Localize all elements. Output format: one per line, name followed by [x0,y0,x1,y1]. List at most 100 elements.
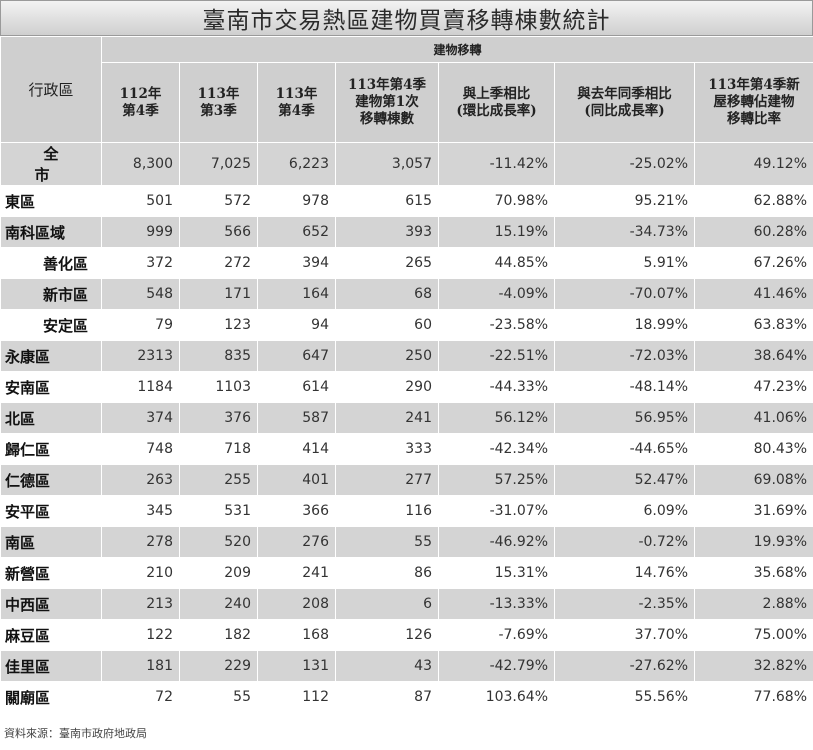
value-cell: -7.69% [438,619,555,651]
column-header: 113年 第3季 [179,62,258,143]
transfer-stats-table: 行政區 建物移轉 112年 第4季 113年 第3季 113年 第4季 113年… [0,36,813,713]
value-cell: -42.34% [438,433,555,465]
table-row: 新營區 210 209 241 86 15.31% 14.76% 35.68% [0,557,813,589]
table-title: 臺南市交易熱區建物買賣移轉棟數統計 [0,0,813,36]
value-cell: 531 [179,495,258,527]
district-name-cell: 麻豆區 [0,619,102,651]
table-row: 北區 374 376 587 241 56.12% 56.95% 41.06% [0,402,813,434]
value-cell: 401 [257,464,336,496]
value-cell: -13.33% [438,588,555,620]
table-row: 安南區 1184 1103 614 290 -44.33% -48.14% 47.23% [0,371,813,403]
value-cell: 2.88% [693,588,813,620]
value-cell: 835 [179,340,258,372]
value-cell: 265 [335,247,439,279]
value-cell: 278 [101,526,180,558]
value-cell: 250 [335,340,439,372]
table-body: 全 市 8,300 7,025 6,223 3,057 -11.42% -25.02% 49.… [0,142,813,713]
value-cell: 77.68% [693,681,813,713]
value-cell: 8,300 [101,142,180,186]
value-cell: -44.33% [438,371,555,403]
value-cell: 126 [335,619,439,651]
value-cell: 5.91% [554,247,695,279]
column-header: 與上季相比 (環比成長率) [438,62,555,143]
value-cell: 6.09% [554,495,695,527]
value-cell: 209 [179,557,258,589]
value-cell: 87 [335,681,439,713]
table-row: 永康區 2313 835 647 250 -22.51% -72.03% 38.64% [0,340,813,372]
source-note: 資料來源：臺南市政府地政局 [4,727,147,740]
value-cell: 63.83% [693,309,813,341]
district-name-cell: 關廟區 [0,681,102,713]
value-cell: 14.76% [554,557,695,589]
value-cell: 94 [257,309,336,341]
table-row: 麻豆區 122 182 168 126 -7.69% 37.70% 75.00% [0,619,813,651]
value-cell: 55.56% [554,681,695,713]
value-cell: 615 [335,185,439,217]
value-cell: -23.58% [438,309,555,341]
value-cell: -0.72% [554,526,695,558]
value-cell: 123 [179,309,258,341]
value-cell: 1103 [179,371,258,403]
value-cell: 181 [101,650,180,682]
district-name-cell: 東區 [0,185,102,217]
value-cell: 55 [335,526,439,558]
table-row: 全 市 8,300 7,025 6,223 3,057 -11.42% -25.02% 49.… [0,142,813,186]
district-name-cell: 歸仁區 [0,433,102,465]
value-cell: 6,223 [257,142,336,186]
value-cell: -72.03% [554,340,695,372]
district-name-cell: 全 市 [0,142,102,186]
value-cell: -11.42% [438,142,555,186]
value-cell: 62.88% [693,185,813,217]
value-cell: 68 [335,278,439,310]
value-cell: 44.85% [438,247,555,279]
district-name-cell: 新營區 [0,557,102,589]
value-cell: 978 [257,185,336,217]
value-cell: -22.51% [438,340,555,372]
value-cell: 999 [101,216,180,248]
value-cell: 229 [179,650,258,682]
group-header: 建物移轉 [100,36,813,63]
value-cell: 374 [101,402,180,434]
value-cell: 168 [257,619,336,651]
district-name-cell: 南科區域 [0,216,102,248]
table-row: 新市區 548 171 164 68 -4.09% -70.07% 41.46% [0,278,813,310]
table-row: 佳里區 181 229 131 43 -42.79% -27.62% 32.82% [0,650,813,682]
value-cell: -42.79% [438,650,555,682]
value-cell: 366 [257,495,336,527]
value-cell: 394 [257,247,336,279]
value-cell: 548 [101,278,180,310]
district-name-cell: 南區 [0,526,102,558]
district-name-cell: 中西區 [0,588,102,620]
district-name-cell: 北區 [0,402,102,434]
value-cell: 52.47% [554,464,695,496]
value-cell: 208 [257,588,336,620]
value-cell: 41.46% [693,278,813,310]
value-cell: 43 [335,650,439,682]
table-row: 善化區 372 272 394 265 44.85% 5.91% 67.26% [0,247,813,279]
value-cell: 6 [335,588,439,620]
district-name-cell: 安平區 [0,495,102,527]
value-cell: 182 [179,619,258,651]
district-name-cell: 永康區 [0,340,102,372]
value-cell: 19.93% [693,526,813,558]
table-row: 南區 278 520 276 55 -46.92% -0.72% 19.93% [0,526,813,558]
value-cell: 56.12% [438,402,555,434]
value-cell: 15.19% [438,216,555,248]
value-cell: 520 [179,526,258,558]
value-cell: 748 [101,433,180,465]
value-cell: 614 [257,371,336,403]
value-cell: -31.07% [438,495,555,527]
district-name-cell: 新市區 [0,278,102,310]
value-cell: 70.98% [438,185,555,217]
value-cell: 164 [257,278,336,310]
value-cell: 171 [179,278,258,310]
value-cell: 2313 [101,340,180,372]
value-cell: 131 [257,650,336,682]
value-cell: 501 [101,185,180,217]
value-cell: 652 [257,216,336,248]
value-cell: -27.62% [554,650,695,682]
value-cell: 72 [101,681,180,713]
district-column-header: 行政區 [0,36,102,143]
table-row: 仁德區 263 255 401 277 57.25% 52.47% 69.08% [0,464,813,496]
